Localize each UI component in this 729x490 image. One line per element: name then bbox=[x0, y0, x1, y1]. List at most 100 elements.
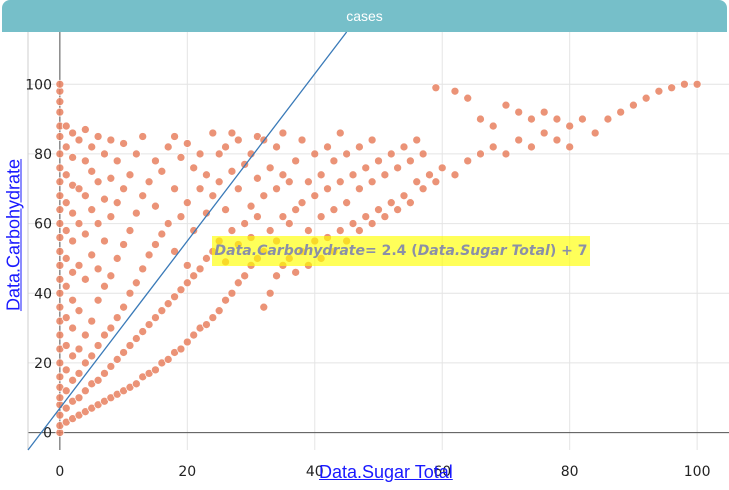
data-point bbox=[81, 386, 90, 396]
data-point bbox=[265, 163, 275, 173]
data-point bbox=[514, 107, 524, 117]
data-point bbox=[259, 191, 269, 201]
data-point bbox=[163, 355, 173, 364]
data-point bbox=[386, 149, 396, 159]
data-point bbox=[316, 170, 326, 180]
data-point bbox=[74, 369, 84, 378]
x-axis-label[interactable]: Data.Sugar Total bbox=[319, 462, 453, 482]
data-point bbox=[227, 128, 237, 138]
data-point bbox=[61, 313, 71, 322]
data-point bbox=[355, 226, 364, 235]
data-point bbox=[55, 149, 65, 159]
data-point bbox=[55, 410, 65, 420]
data-point bbox=[182, 139, 192, 148]
data-point bbox=[361, 163, 371, 173]
data-point bbox=[253, 212, 262, 221]
data-point bbox=[157, 306, 167, 316]
data-point bbox=[380, 170, 390, 180]
data-point bbox=[214, 306, 224, 316]
data-point bbox=[310, 149, 320, 159]
data-point bbox=[272, 184, 281, 194]
data-point bbox=[342, 149, 351, 159]
data-point bbox=[412, 135, 422, 145]
data-point bbox=[55, 288, 65, 298]
data-point bbox=[87, 166, 97, 176]
data-point bbox=[208, 191, 218, 201]
data-point bbox=[138, 132, 148, 141]
y-tick-label: 20 bbox=[34, 356, 52, 372]
data-point bbox=[578, 114, 587, 124]
x-tick-label: 20 bbox=[178, 464, 196, 480]
data-point bbox=[418, 149, 428, 159]
data-point bbox=[87, 250, 97, 260]
data-point bbox=[55, 330, 65, 340]
data-point bbox=[74, 344, 84, 354]
data-point bbox=[329, 205, 339, 214]
data-point bbox=[112, 254, 122, 263]
data-point bbox=[119, 240, 128, 249]
window-title-bar[interactable]: cases bbox=[2, 0, 727, 32]
data-point bbox=[74, 184, 84, 194]
data-point bbox=[367, 177, 377, 187]
data-point bbox=[68, 351, 77, 361]
data-point bbox=[552, 135, 562, 145]
data-point bbox=[55, 205, 65, 214]
data-point bbox=[68, 295, 77, 305]
data-point bbox=[131, 334, 141, 343]
data-point bbox=[125, 288, 135, 298]
data-point bbox=[227, 166, 237, 176]
data-point bbox=[297, 198, 307, 208]
data-point bbox=[55, 247, 65, 256]
data-point bbox=[74, 261, 84, 270]
data-point bbox=[144, 320, 154, 329]
data-point bbox=[214, 149, 224, 159]
window-title: cases bbox=[346, 8, 383, 24]
data-point bbox=[68, 208, 77, 218]
data-point bbox=[323, 184, 332, 194]
data-point bbox=[112, 313, 122, 322]
data-point bbox=[374, 205, 383, 214]
data-point bbox=[68, 323, 77, 333]
data-point bbox=[202, 170, 211, 180]
data-point bbox=[68, 153, 77, 162]
data-point bbox=[221, 295, 230, 305]
data-point bbox=[189, 226, 199, 235]
data-point bbox=[406, 198, 415, 208]
data-point bbox=[106, 362, 116, 371]
data-point bbox=[151, 201, 160, 211]
data-point bbox=[214, 177, 224, 187]
data-point bbox=[527, 142, 536, 152]
data-point bbox=[93, 295, 103, 305]
data-point bbox=[208, 128, 218, 138]
data-point bbox=[176, 344, 186, 354]
data-point bbox=[68, 236, 77, 246]
data-point bbox=[151, 313, 160, 322]
data-point bbox=[278, 170, 288, 180]
data-point bbox=[412, 177, 422, 187]
data-point bbox=[163, 219, 173, 228]
data-point bbox=[476, 149, 485, 159]
data-point bbox=[74, 306, 84, 316]
y-axis-label-box[interactable]: Data.Carbohydrate bbox=[0, 120, 28, 350]
data-point bbox=[61, 198, 71, 208]
data-point bbox=[157, 166, 167, 176]
data-point bbox=[138, 264, 148, 274]
data-point bbox=[680, 79, 689, 89]
data-point bbox=[106, 212, 116, 221]
scatter-plot[interactable]: 0 20 40 60 80 100 0 20 40 60 80 100 bbox=[0, 31, 729, 485]
data-point bbox=[488, 121, 498, 131]
data-point bbox=[501, 100, 511, 110]
data-point bbox=[81, 358, 90, 368]
data-point bbox=[539, 128, 549, 138]
data-point bbox=[61, 121, 71, 131]
data-point bbox=[240, 271, 250, 281]
data-point bbox=[55, 163, 65, 173]
y-axis-label[interactable]: Data.Carbohydrate bbox=[3, 158, 24, 312]
data-point bbox=[55, 97, 65, 107]
data-point bbox=[272, 271, 281, 281]
data-point bbox=[348, 170, 358, 180]
data-point bbox=[61, 170, 71, 180]
regression-equation-label[interactable]: Data.Carbohydrate = 2.4 ( Data.Sugar Tot… bbox=[212, 236, 590, 266]
scatter-plot-svg[interactable]: 0 20 40 60 80 100 0 20 40 60 80 100 bbox=[0, 31, 729, 485]
data-point bbox=[106, 271, 116, 281]
